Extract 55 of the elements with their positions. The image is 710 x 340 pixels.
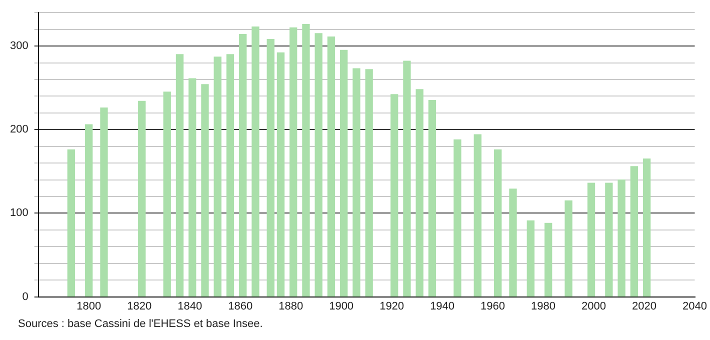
bar [276, 52, 285, 297]
bar [390, 94, 398, 297]
bar [544, 222, 552, 297]
bar [100, 108, 108, 297]
x-tick-label: 1940 [430, 300, 455, 312]
bar [290, 27, 298, 297]
x-tick-label: 1820 [127, 300, 152, 312]
x-tick-label: 2020 [632, 300, 657, 312]
bar [509, 188, 517, 297]
x-tick-label: 2000 [582, 300, 606, 312]
source-note: Sources : base Cassini de l'EHESS et base Insee. [18, 318, 263, 330]
bar [314, 33, 322, 297]
bar [138, 100, 146, 297]
bar [67, 149, 76, 297]
bar [201, 84, 209, 297]
bar [474, 134, 482, 297]
x-tick-label: 1840 [178, 300, 202, 312]
bar [302, 24, 310, 297]
bar [327, 36, 336, 297]
y-tick-label: 200 [10, 124, 28, 136]
bar [587, 182, 596, 297]
y-tick-label: 100 [10, 207, 28, 220]
bar [605, 182, 613, 297]
bar [428, 100, 436, 297]
x-tick-label: 1980 [531, 300, 556, 312]
x-tick-label: 2040 [682, 300, 708, 312]
x-tick-label: 1900 [329, 300, 354, 312]
bar [163, 92, 171, 297]
bar [494, 149, 502, 297]
bar [188, 78, 196, 297]
x-tick-label: 1800 [76, 300, 102, 312]
y-tick-label: 0 [22, 290, 28, 303]
x-tick-label: 1960 [480, 300, 506, 312]
bar [252, 26, 260, 297]
bar [340, 50, 348, 297]
x-tick-label: 1880 [278, 300, 304, 312]
bar [365, 69, 373, 297]
bar [642, 158, 651, 297]
bar [85, 124, 93, 297]
bar [564, 200, 572, 297]
bar [239, 34, 247, 297]
x-tick-label: 1920 [380, 300, 404, 312]
bar [526, 220, 534, 297]
y-tick-label: 300 [10, 40, 28, 52]
bar [618, 179, 626, 297]
x-tick-label: 1860 [228, 300, 253, 312]
bar [266, 39, 274, 297]
bar [454, 139, 462, 297]
bar [352, 68, 360, 297]
bar [630, 166, 638, 297]
bar [403, 60, 411, 297]
bar [226, 54, 234, 297]
bar [416, 89, 424, 297]
bar [214, 56, 222, 297]
bar [176, 54, 184, 297]
